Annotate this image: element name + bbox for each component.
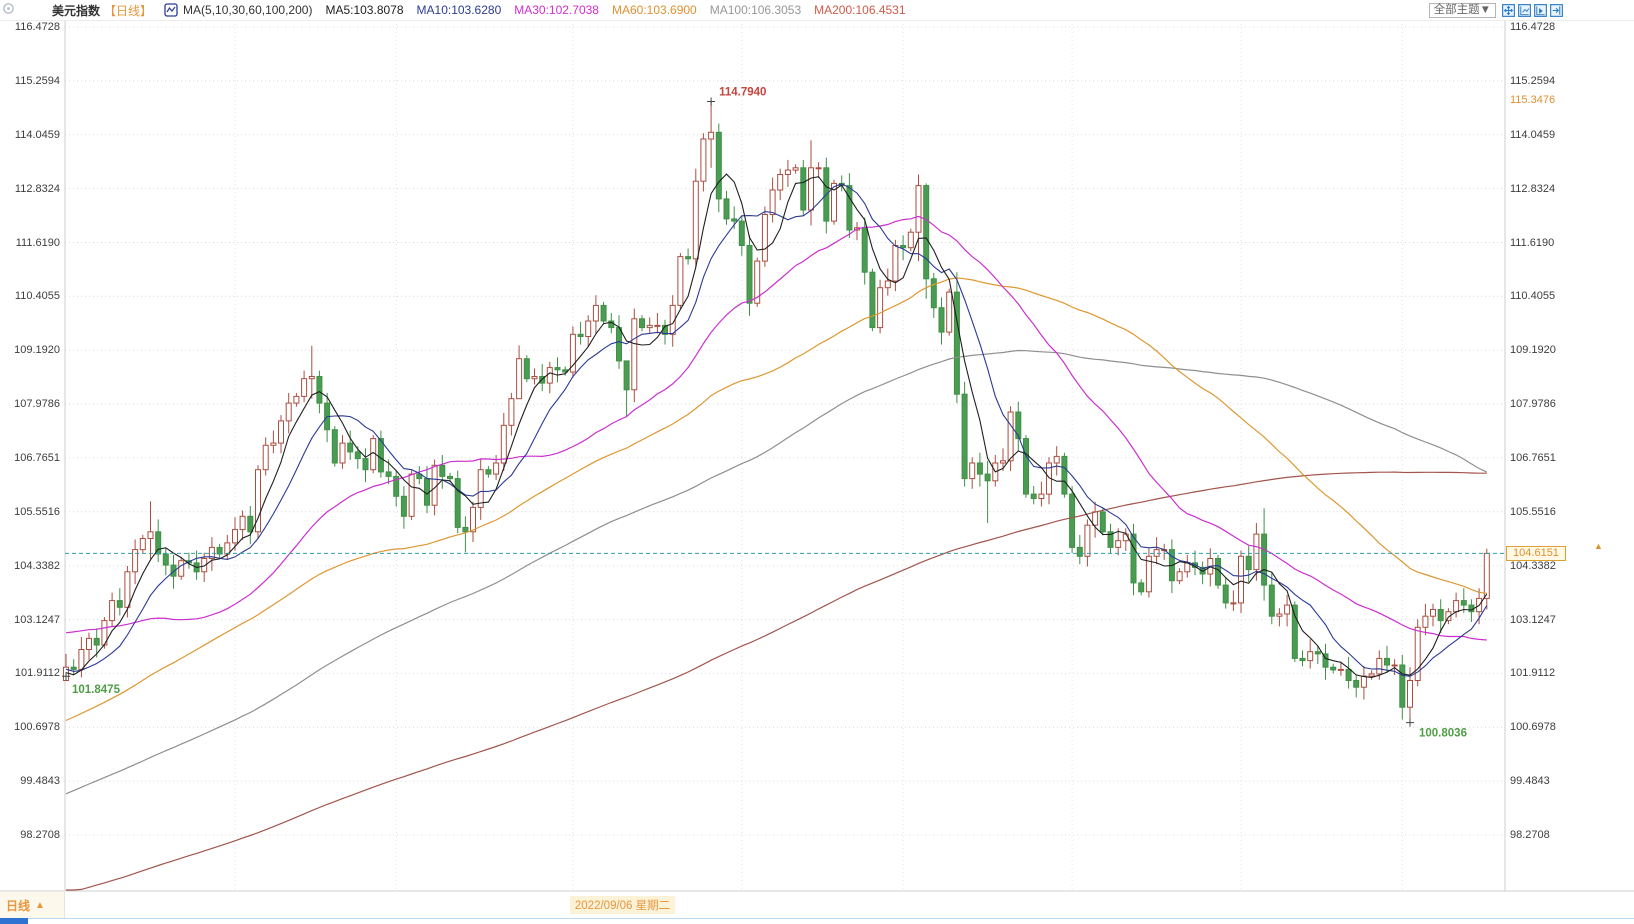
y-axis-tick-label: 107.9786 [14,398,60,411]
ma100-line [65,349,1488,795]
y-axis-tick-label: 100.6978 [1510,721,1556,734]
y-axis-tick-label: 98.2708 [1510,829,1550,841]
y-axis-tick-label: 101.9112 [14,667,60,680]
ma5-line [65,173,1488,678]
y-axis-tick-label: 109.1920 [14,344,60,357]
y-axis-tick-label: 114.0459 [14,128,60,141]
y-axis-tick-label: 115.2594 [1510,74,1556,87]
y-axis-tick-label: 100.6978 [14,721,60,734]
month-gridlines [234,20,1403,891]
y-axis-tick-label: 109.1920 [1510,344,1556,357]
y-axis-tick-label: 112.8324 [14,182,60,195]
x-axis: 2022/072022/082022/092022/102022/112022/… [0,892,1634,918]
indicator-icon[interactable] [164,3,178,17]
symbol-title: 美元指数 [52,3,101,18]
anchor-corner-icon [3,2,14,14]
ma-value-label: MA100:106.3053 [709,3,802,17]
svg-text:100.8036: 100.8036 [1419,728,1467,740]
period-arrow-icon: ▲ [35,899,45,911]
window-high-axis-label: 115.3476 [1508,93,1558,106]
move-icon[interactable] [1502,3,1515,17]
chart-toolbar [1502,3,1566,17]
y-axis-tick-label: 106.7651 [14,451,60,464]
ma200-line [66,471,1487,891]
y-axis-tick-label: 110.4055 [14,290,60,303]
y-axis-tick-label: 110.4055 [1510,290,1556,303]
y-axis-tick-label: 115.2594 [14,74,60,87]
ma-value-label: MA200:106.4531 [814,3,906,17]
ma-values: MA5:103.8078 MA10:103.6280 MA30:102.7038 MA… [312,3,905,17]
ma60-line [65,277,1487,722]
svg-text:101.8475: 101.8475 [72,684,121,696]
period-label: 日线 [6,898,31,913]
period-selector[interactable]: 日线 ▲ [0,892,65,918]
y-axis-tick-label: 103.1247 [14,613,60,626]
ma30-line [65,215,1487,641]
y-axis-tick-label: 104.3382 [14,559,60,572]
y-axis-tick-label: 114.0459 [1510,128,1556,141]
y-axis-tick-label: 99.4843 [1510,775,1550,788]
exit-right-icon[interactable] [1550,3,1563,17]
selected-date-label: 2022/09/06 星期二 [569,896,676,914]
y-axis-tick-label: 112.8324 [1510,182,1556,195]
ma-group-label: MA(5,10,30,60,100,200) [183,3,313,17]
ma10-line [65,183,1488,677]
y-axis-tick-label: 111.6190 [1510,236,1555,249]
scrollbar-track[interactable] [0,918,1634,919]
candles-layer [63,101,1490,723]
y-axis-tick-label: 99.4843 [20,775,60,788]
low-left-annotation: 101.8475 [62,672,121,696]
y-axis-tick-label: 106.7651 [1510,451,1556,464]
price-up-arrow-icon: ▲ [1594,541,1603,552]
play-forward-icon[interactable] [1534,3,1547,17]
svg-text:114.7940: 114.7940 [719,87,766,99]
y-axis-tick-label: 116.4728 [1510,21,1556,33]
y-axis-tick-label: 105.5516 [1510,505,1556,518]
last-price-axis-label: 104.6151 [1506,546,1566,562]
ma-value-label: MA60:103.6900 [611,3,697,17]
ma-value-label: MA30:102.7038 [514,3,599,17]
y-axis-tick-label: 107.9786 [1510,398,1556,411]
y-axis-tick-label: 98.2708 [20,829,60,841]
price-gridlines [65,26,1505,836]
ma-value-label: MA5:103.8078 [325,3,404,17]
theme-dropdown-button[interactable]: 全部主题▼ [1428,2,1496,18]
low-right-annotation: 100.8036 [1406,718,1467,740]
plot-border [0,20,1634,892]
y-axis-tick-label: 104.3382 [1510,559,1556,572]
y-axis-tick-label: 103.1247 [1510,613,1556,626]
y-axis-tick-label: 105.5516 [14,505,60,518]
high-annotation: 114.7940 [707,87,766,106]
ma-value-label: MA10:103.6280 [416,3,502,17]
chart-header: 美元指数 【日线】 MA(5,10,30,60,100,200) MA5:103… [0,0,1634,21]
y-axis-tick-label: 101.9112 [1510,667,1556,680]
period-tag: 【日线】 [104,3,153,18]
axis-range-icon[interactable] [1518,3,1531,17]
scrollbar-thumb[interactable] [0,916,28,924]
y-axis-tick-label: 116.4728 [14,21,60,33]
y-axis-tick-label: 111.6190 [15,236,60,249]
